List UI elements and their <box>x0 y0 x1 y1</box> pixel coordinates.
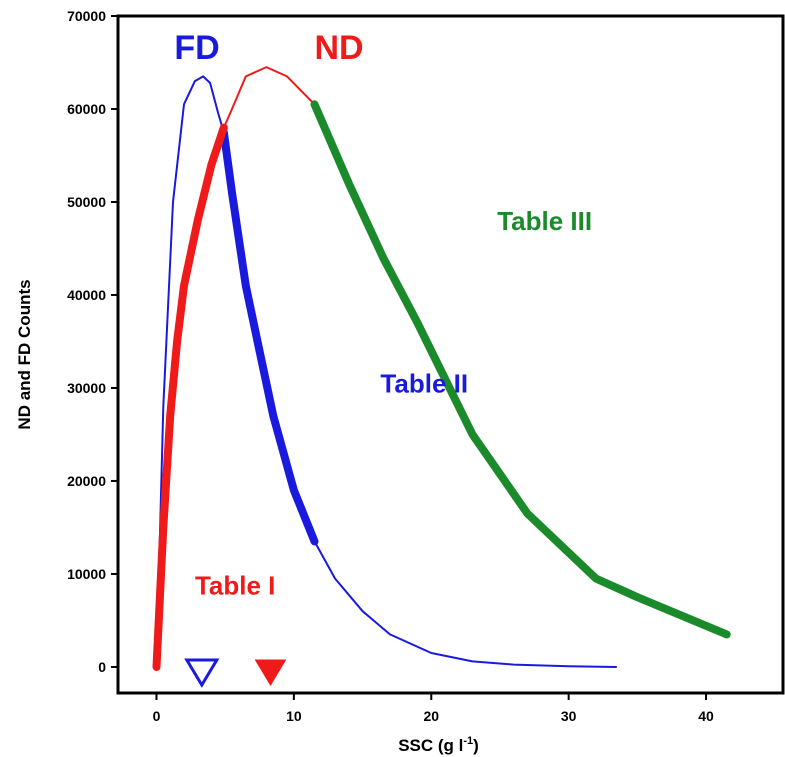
x-tick-label: 0 <box>153 708 161 724</box>
x-axis: 0 10 20 30 40 <box>153 693 714 724</box>
y-axis-title: ND and FD Counts <box>15 279 34 429</box>
x-axis-title-sup: -1 <box>463 735 473 747</box>
series-thick-segment-1 <box>152 123 228 671</box>
y-tick-label: 60000 <box>67 101 106 117</box>
x-axis-title-main: SSC (g l <box>398 736 463 755</box>
series-thick-segment-2 <box>310 100 731 639</box>
y-tick-label: 0 <box>98 659 106 675</box>
annotation-fd: FD <box>174 29 219 67</box>
y-tick-label: 20000 <box>67 473 106 489</box>
y-tick-label: 30000 <box>67 380 106 396</box>
plot-frame <box>116 14 785 695</box>
y-tick-label: 70000 <box>67 8 106 24</box>
marker-open-triangle <box>184 658 220 688</box>
y-tick-label: 40000 <box>67 287 106 303</box>
y-tick-label: 10000 <box>67 566 106 582</box>
x-tick-label: 40 <box>698 708 714 724</box>
annotation-nd: ND <box>314 29 363 67</box>
x-tick-label: 20 <box>423 708 439 724</box>
x-axis-title: SSC (g l-1) <box>398 735 479 755</box>
annotation-table-i: Table I <box>195 570 275 600</box>
y-axis: 0 10000 20000 30000 40000 50000 60000 70000 <box>67 8 118 675</box>
series-lines <box>152 66 731 671</box>
annotation-table-iii: Table III <box>497 206 592 236</box>
markers <box>184 658 287 688</box>
marker-filled-triangle <box>254 659 287 686</box>
x-tick-label: 30 <box>561 708 577 724</box>
y-tick-label: 50000 <box>67 194 106 210</box>
x-tick-label: 10 <box>286 708 302 724</box>
annotations: FD ND Table III Table II Table I <box>174 29 592 601</box>
series-thick-segment-0 <box>219 128 319 546</box>
x-axis-title-close: ) <box>473 736 479 755</box>
annotation-table-ii: Table II <box>380 369 468 399</box>
